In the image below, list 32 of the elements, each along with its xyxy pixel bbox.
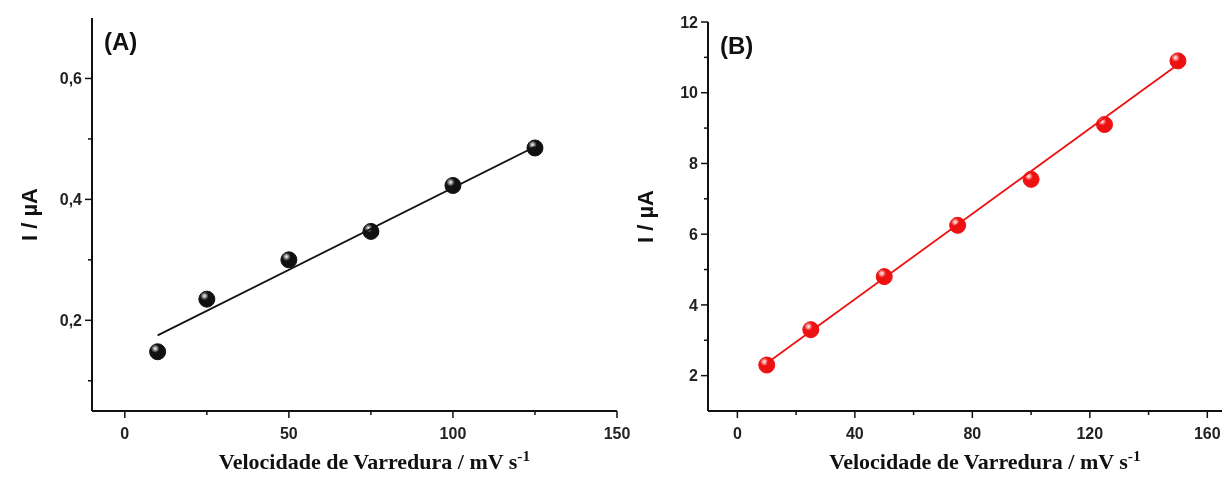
x-tick-label: 0 (732, 425, 742, 442)
y-tick-label: 2 (689, 367, 699, 385)
point (149, 343, 167, 361)
y-tick-label: 0,2 (59, 311, 83, 329)
x-tick-label: 50 (279, 425, 298, 442)
y-tick-label: 0,6 (59, 70, 83, 88)
x-tick-label: 150 (603, 425, 631, 442)
x-tick-label: 40 (845, 425, 864, 442)
x-axis-title: Velocidade de Varredura / mV s$^{-1}$ (829, 446, 1141, 474)
y-tick-label: 8 (689, 155, 699, 173)
point (526, 139, 544, 157)
x-tick-label: 0 (120, 425, 130, 442)
point (1169, 52, 1187, 70)
chart-title: (A) (104, 28, 138, 55)
y-tick-label: 10 (680, 84, 699, 102)
y-axis-title: I / µA (17, 187, 42, 242)
x-tick-label: 160 (1193, 425, 1221, 442)
chart-title: (B) (720, 32, 754, 59)
point (758, 356, 776, 374)
y-axis-title: I / µA (633, 189, 658, 244)
point (280, 251, 298, 269)
x-tick-label: 120 (1076, 425, 1104, 442)
point (1022, 170, 1040, 188)
y-tick-label: 6 (689, 225, 699, 243)
y-tick-label: 4 (689, 296, 699, 314)
point (198, 290, 216, 308)
x-tick-label: 80 (963, 425, 982, 442)
y-tick-label: 0,4 (59, 190, 83, 208)
x-tick-label: 100 (439, 425, 467, 442)
y-tick-label: 12 (680, 13, 699, 31)
x-axis-title: Velocidade de Varredura / mV s$^{-1}$ (218, 446, 531, 474)
point (1096, 116, 1114, 134)
